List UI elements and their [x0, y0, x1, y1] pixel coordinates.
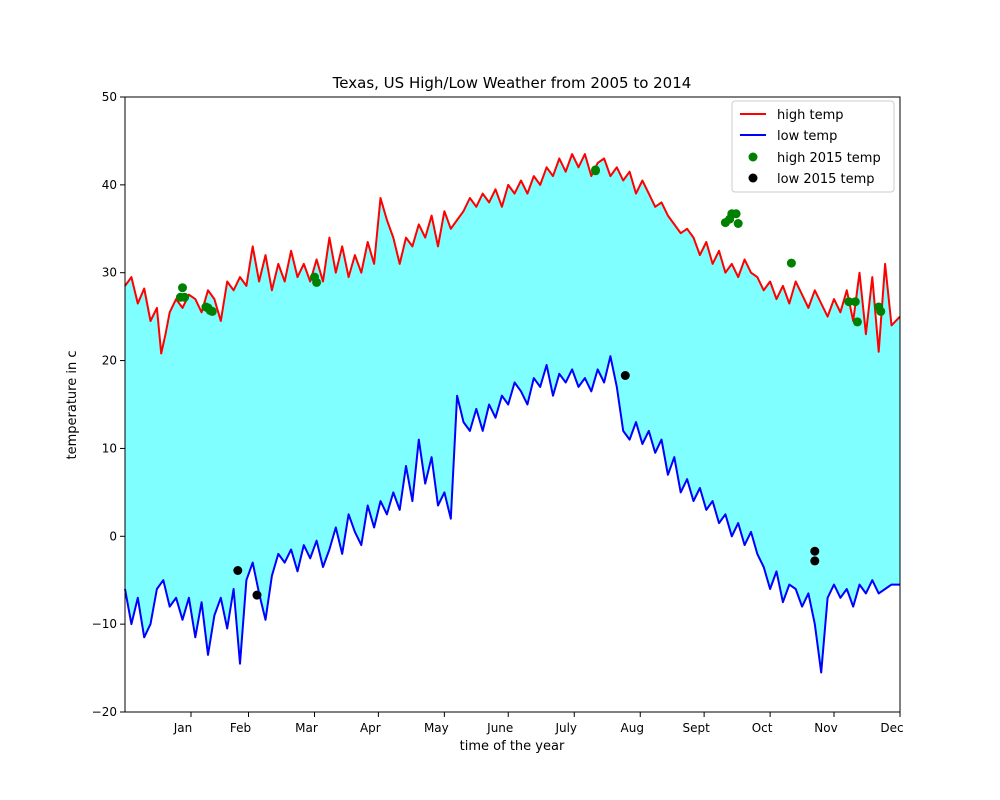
y-tick-label: 30: [102, 266, 117, 280]
x-tick-label: Aug: [621, 721, 644, 735]
x-axis-title: time of the year: [460, 739, 565, 754]
y-axis-ticks: −20 −10 0 10 20 30 40 50: [92, 90, 125, 719]
y-tick-label: 0: [109, 529, 117, 543]
low-2015-point: [810, 546, 820, 556]
y-tick-label: −10: [92, 617, 117, 631]
low-2015-point: [620, 371, 630, 380]
high-2015-point: [850, 297, 860, 307]
high-2015-point: [733, 219, 743, 228]
x-tick-label: Apr: [360, 721, 381, 735]
x-tick-label: June: [486, 721, 513, 735]
y-axis-title: temperature in c: [65, 351, 80, 460]
high-2015-point: [178, 283, 187, 293]
high-2015-point: [852, 317, 862, 327]
high-2015-point: [207, 306, 217, 316]
legend-low-2015-label: low 2015 temp: [777, 172, 875, 187]
high-2015-point: [844, 297, 854, 307]
y-tick-label: 20: [102, 354, 117, 368]
x-tick-label: May: [424, 721, 449, 735]
high-2015-point: [876, 306, 886, 316]
legend-high-temp-label: high temp: [777, 108, 844, 123]
low-temp-line: [124, 355, 900, 674]
y-tick-label: −20: [92, 705, 117, 719]
y-tick-label: 40: [102, 178, 117, 192]
legend-high-2015-swatch: [748, 152, 758, 162]
high-temp-line: [124, 153, 901, 355]
series-lines-layer: [124, 153, 901, 674]
chart-title: Texas, US High/Low Weather from 2005 to …: [332, 74, 692, 92]
legend: high temp low temp high 2015 temp low 20…: [731, 100, 895, 193]
low-2015-point: [252, 590, 262, 600]
low-2015-point: [810, 556, 820, 566]
x-tick-label: Mar: [295, 721, 318, 735]
y-tick-label: 50: [102, 90, 117, 104]
x-tick-label: Nov: [814, 721, 837, 735]
legend-low-2015-swatch: [748, 173, 758, 183]
low-2015-point: [233, 566, 243, 575]
legend-high-2015-label: high 2015 temp: [777, 151, 881, 166]
high-2015-point: [591, 165, 600, 175]
x-tick-label: Dec: [880, 721, 903, 735]
legend-low-temp-label: low temp: [777, 129, 837, 144]
x-tick-label: Feb: [230, 721, 251, 735]
plot-area-frame: [124, 96, 901, 713]
high-2015-point: [312, 277, 322, 287]
x-tick-label: July: [554, 721, 577, 735]
x-tick-label: Sept: [682, 721, 710, 735]
high-2015-point: [180, 292, 190, 302]
x-axis-ticks: Jan Feb Mar Apr May June July Aug Sept Oct Nov Dec: [173, 712, 904, 735]
y-tick-label: 10: [102, 441, 117, 455]
scatter-points-layer: [175, 165, 886, 600]
legend-box: [731, 100, 895, 193]
high-2015-point: [731, 209, 741, 219]
high-2015-point: [786, 258, 796, 268]
x-tick-label: Oct: [752, 721, 773, 735]
x-tick-label: Jan: [173, 721, 193, 735]
